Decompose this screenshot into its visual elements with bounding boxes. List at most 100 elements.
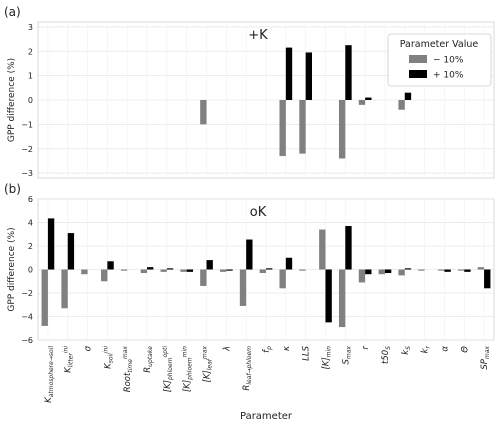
bar-plus10-12 xyxy=(285,47,293,100)
bar-minus10-12 xyxy=(279,100,286,157)
bar-minus10-6 xyxy=(160,269,167,272)
bar-plus10-15 xyxy=(345,226,352,270)
y-tick-label: −2 xyxy=(21,145,33,154)
x-tick-label-8: [K]leafmax xyxy=(202,346,214,383)
bar-plus10-7 xyxy=(186,269,194,272)
x-tick-label-2: σ xyxy=(84,345,94,351)
y-tick-label: 2 xyxy=(28,47,33,56)
bar-plus10-5 xyxy=(147,267,154,270)
bar-minus10-0 xyxy=(41,269,48,326)
bar-minus10-15 xyxy=(338,269,346,328)
y-tick-label: 4 xyxy=(28,219,33,228)
x-tick-label-9: λ xyxy=(222,346,232,352)
bar-minus10-22 xyxy=(477,267,485,270)
bar-plus10-17 xyxy=(384,269,392,274)
y-tick-label: −6 xyxy=(21,336,33,345)
bar-plus10-11 xyxy=(266,268,273,270)
y-tick-label: 2 xyxy=(28,242,33,251)
panel-label: (b) xyxy=(4,182,21,196)
x-tick-label-22: SPmax xyxy=(480,346,491,370)
bar-plus10-22 xyxy=(484,269,491,289)
bar-plus10-14 xyxy=(325,269,332,323)
bar-minus10-1 xyxy=(61,269,68,309)
x-tick-label-18: kS xyxy=(401,346,412,355)
panel-title: oK xyxy=(250,205,267,220)
y-tick-label: 1 xyxy=(28,72,33,81)
y-axis-label: GPP difference (%) xyxy=(7,58,17,142)
bar-minus10-13 xyxy=(299,100,306,154)
bar-plus10-12 xyxy=(285,257,293,270)
bar-minus10-11 xyxy=(259,269,266,274)
x-tick-label-10: Rleaf→phloem xyxy=(242,346,253,391)
y-tick-label: −2 xyxy=(21,289,33,298)
x-tick-label-1: Klitterini xyxy=(63,346,75,373)
bar-minus10-3 xyxy=(101,269,108,282)
bar-minus10-10 xyxy=(239,269,247,306)
bar-minus10-5 xyxy=(140,269,148,274)
legend: Parameter Value − 10% + 10% xyxy=(387,33,492,87)
x-tick-label-20: α xyxy=(440,346,450,352)
bar-minus10-4 xyxy=(120,269,128,271)
chart-panel-b: −6 −4 −2 0 2 4 6 (b) oK GPP difference (%) Katmosp… xyxy=(4,182,495,422)
panel-title: +K xyxy=(248,28,268,43)
bar-plus10-8 xyxy=(206,260,213,270)
bar-minus10-21 xyxy=(457,269,465,271)
bar-minus10-8 xyxy=(200,100,207,125)
bar-plus10-13 xyxy=(305,52,312,100)
bar-plus10-16 xyxy=(365,269,372,275)
bar-minus10-16 xyxy=(358,100,366,105)
bar-plus10-6 xyxy=(166,268,174,270)
x-tick-label-14: [K]min xyxy=(321,346,332,370)
legend-title: Parameter Value xyxy=(400,39,479,50)
x-tick-label-6: [K]phloemopti xyxy=(162,346,174,393)
x-tick-label-19: kr xyxy=(421,345,432,353)
x-tick-label-13: LLS xyxy=(302,345,312,360)
bar-plus10-10 xyxy=(246,239,253,270)
y-axis-label: GPP difference (%) xyxy=(7,227,17,311)
bar-minus10-8 xyxy=(200,269,207,286)
bar-minus10-12 xyxy=(279,269,286,289)
y-tick-label: 6 xyxy=(28,195,33,204)
bar-plus10-15 xyxy=(345,45,352,100)
legend-swatch-1 xyxy=(409,70,427,78)
x-tick-label-5: Ruptake xyxy=(143,346,154,373)
legend-entry-0: − 10% xyxy=(433,56,464,66)
bar-plus10-9 xyxy=(226,269,233,271)
y-tick-label: 0 xyxy=(28,266,33,275)
x-tick-label-4: Roottimemax xyxy=(122,346,134,393)
bar-plus10-21 xyxy=(464,269,471,272)
x-tick-label-3: Ksoilini xyxy=(102,346,114,369)
bar-minus10-2 xyxy=(81,269,88,275)
bar-minus10-18 xyxy=(398,100,405,110)
x-tick-label-0: Katmosphere→soil xyxy=(44,346,55,403)
x-tick-label-16: r xyxy=(361,346,371,350)
x-axis-label: Parameter xyxy=(240,411,293,422)
bar-minus10-14 xyxy=(319,229,326,270)
y-tick-label: −1 xyxy=(21,120,33,129)
bar-minus10-16 xyxy=(358,269,366,283)
bar-plus10-18 xyxy=(404,92,412,100)
bar-plus10-18 xyxy=(404,268,412,270)
chart-panel-a: −3 −2 −1 0 1 2 3 (a) +K GPP difference (%) Paramet… xyxy=(4,5,495,179)
bar-minus10-13 xyxy=(299,269,306,271)
x-tick-label-17: t50S xyxy=(381,346,392,364)
legend-swatch-0 xyxy=(409,55,427,63)
bar-minus10-7 xyxy=(180,269,187,272)
legend-entry-1: + 10% xyxy=(433,71,464,81)
bar-minus10-18 xyxy=(398,269,405,276)
bar-plus10-20 xyxy=(444,269,451,272)
y-tick-label: 3 xyxy=(28,23,33,32)
bar-minus10-17 xyxy=(378,269,385,275)
bar-plus10-0 xyxy=(47,218,55,270)
bar-plus10-16 xyxy=(365,97,372,100)
bar-minus10-19 xyxy=(418,269,425,271)
x-tick-label-21: Θ xyxy=(460,346,470,353)
y-tick-label: 0 xyxy=(28,96,33,105)
bar-minus10-9 xyxy=(220,269,227,272)
x-tick-label-11: fp xyxy=(262,346,273,353)
bar-minus10-15 xyxy=(338,100,346,159)
x-tick-label-12: κ xyxy=(282,346,292,351)
x-tick-label-7: [K]phloemmin xyxy=(182,346,194,392)
y-tick-label: −3 xyxy=(21,169,33,178)
